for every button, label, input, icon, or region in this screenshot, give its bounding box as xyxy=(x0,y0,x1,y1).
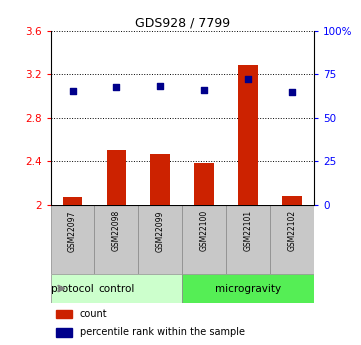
Text: GSM22102: GSM22102 xyxy=(288,210,297,251)
Point xyxy=(70,88,75,93)
Bar xyxy=(238,65,258,205)
Bar xyxy=(51,274,182,303)
Bar xyxy=(95,205,138,274)
Point xyxy=(289,89,295,95)
Bar xyxy=(182,274,314,303)
Bar xyxy=(182,205,226,274)
Bar xyxy=(106,150,126,205)
Text: GSM22101: GSM22101 xyxy=(244,210,253,251)
Text: GSM22098: GSM22098 xyxy=(112,210,121,252)
Point xyxy=(113,85,119,90)
Text: GSM22099: GSM22099 xyxy=(156,210,165,252)
Bar xyxy=(270,205,314,274)
Text: count: count xyxy=(79,309,107,319)
Bar xyxy=(226,205,270,274)
Point xyxy=(245,76,251,81)
Bar xyxy=(194,164,214,205)
Text: GSM22100: GSM22100 xyxy=(200,210,209,252)
Text: GSM22097: GSM22097 xyxy=(68,210,77,252)
Text: control: control xyxy=(98,284,135,294)
Bar xyxy=(56,310,71,318)
Bar xyxy=(282,196,302,205)
Text: protocol: protocol xyxy=(51,284,94,294)
Point xyxy=(201,87,207,92)
Point xyxy=(157,83,163,89)
Bar xyxy=(62,197,82,205)
Text: microgravity: microgravity xyxy=(215,284,281,294)
Text: percentile rank within the sample: percentile rank within the sample xyxy=(79,327,244,337)
Bar xyxy=(51,205,95,274)
Bar xyxy=(151,154,170,205)
Bar xyxy=(138,205,182,274)
Title: GDS928 / 7799: GDS928 / 7799 xyxy=(135,17,230,30)
Bar xyxy=(56,328,71,336)
